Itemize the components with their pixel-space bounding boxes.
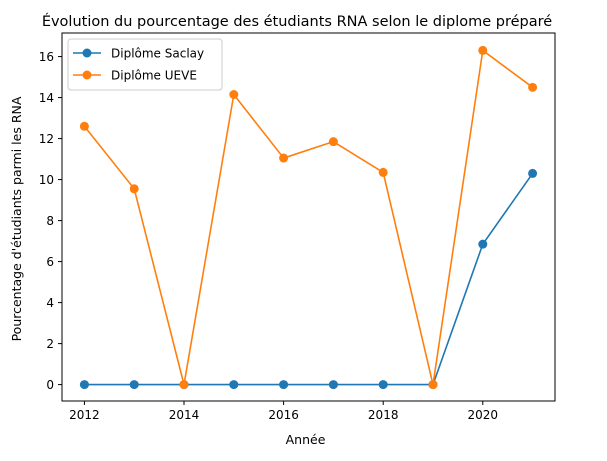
x-tick-label: 2014 <box>169 408 200 422</box>
series-2-point <box>279 153 289 163</box>
series-2-line <box>83 49 534 386</box>
series-1-point <box>328 380 338 390</box>
y-tick-label: 4 <box>46 296 54 310</box>
x-tick-label: 2018 <box>368 408 399 422</box>
legend-box <box>67 38 223 91</box>
x-tick-label: 2020 <box>468 408 499 422</box>
series-1-point <box>279 380 289 390</box>
legend: Diplôme Saclay Diplôme UEVE <box>67 38 223 91</box>
y-tick-label: 14 <box>39 91 54 105</box>
y-tick-label: 8 <box>46 214 54 228</box>
x-tick-label: 2016 <box>268 408 299 422</box>
series-2-point <box>179 380 189 390</box>
series-2-point <box>478 45 488 55</box>
legend-label: Diplôme UEVE <box>111 69 197 83</box>
y-tick-label: 12 <box>39 132 54 146</box>
series-2-point <box>528 82 538 92</box>
legend-marker <box>82 48 92 58</box>
series-1-point <box>528 168 538 178</box>
axis-ticks: 2012 2014 2016 2018 2020 0 2 4 6 8 10 12 14 16 <box>39 50 498 422</box>
series-1-line <box>84 172 534 386</box>
series-1-point <box>79 380 89 390</box>
legend-label: Diplôme Saclay <box>111 47 204 61</box>
series-2-point <box>229 90 239 100</box>
legend-marker <box>82 70 92 80</box>
series-1-point <box>378 380 388 390</box>
series-1-point <box>129 380 139 390</box>
series-1-point <box>229 380 239 390</box>
plot-frame <box>61 32 556 402</box>
y-tick-label: 10 <box>39 173 54 187</box>
series-group <box>79 45 538 390</box>
series-1-point <box>478 239 488 249</box>
series-2-point <box>129 184 139 194</box>
y-axis-label: Pourcentage d'étudiants parmi les RNA <box>9 96 24 341</box>
chart-title: Évolution du pourcentage des étudiants R… <box>42 13 552 30</box>
y-tick-label: 2 <box>46 337 54 351</box>
y-tick-label: 6 <box>46 255 54 269</box>
series-2-point <box>328 137 338 147</box>
series-2-point <box>79 121 89 131</box>
y-tick-label: 0 <box>46 378 54 392</box>
series-2-point <box>428 380 438 390</box>
x-tick-label: 2012 <box>69 408 100 422</box>
y-tick-label: 16 <box>39 50 54 64</box>
x-axis-label: Année <box>286 432 326 447</box>
series-2-point <box>378 167 388 177</box>
